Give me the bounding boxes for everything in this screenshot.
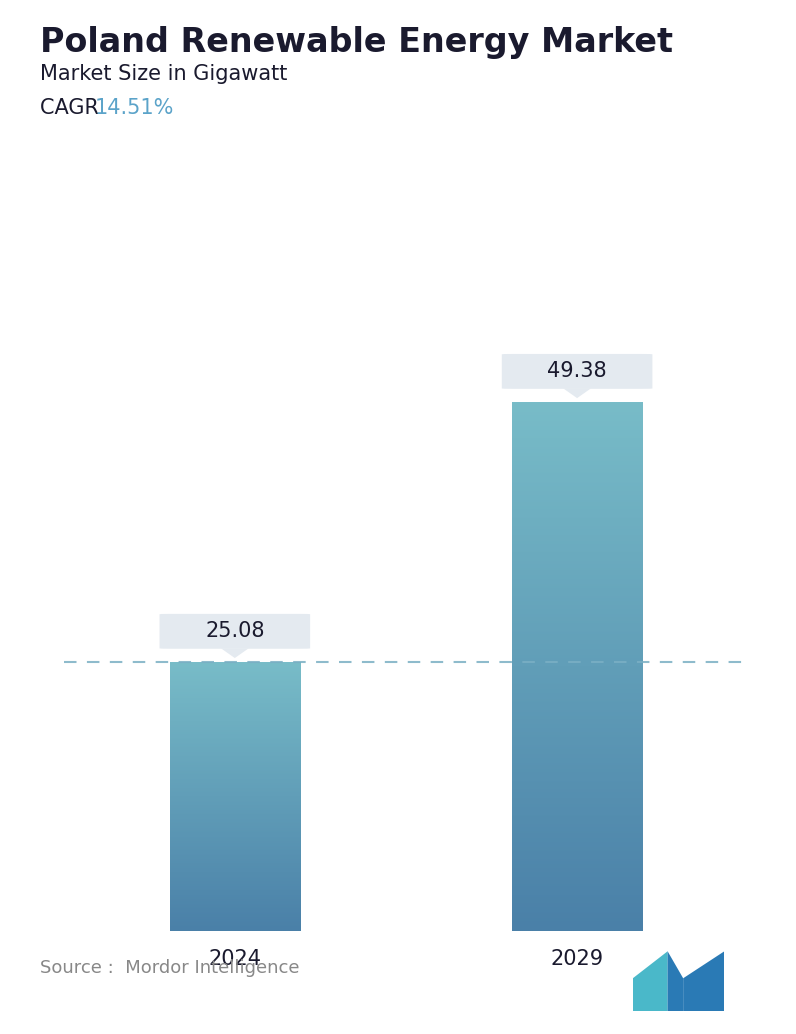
Polygon shape xyxy=(633,951,668,1011)
Text: 25.08: 25.08 xyxy=(205,621,264,641)
FancyBboxPatch shape xyxy=(159,614,310,648)
Polygon shape xyxy=(564,389,591,398)
Text: 49.38: 49.38 xyxy=(548,362,607,382)
Text: CAGR: CAGR xyxy=(40,98,105,118)
Text: Market Size in Gigawatt: Market Size in Gigawatt xyxy=(40,64,287,84)
Text: Source :  Mordor Intelligence: Source : Mordor Intelligence xyxy=(40,960,299,977)
Polygon shape xyxy=(683,951,724,1011)
Text: Poland Renewable Energy Market: Poland Renewable Energy Market xyxy=(40,26,673,59)
Text: 14.51%: 14.51% xyxy=(95,98,174,118)
FancyBboxPatch shape xyxy=(501,354,653,389)
Polygon shape xyxy=(221,648,248,658)
Polygon shape xyxy=(668,951,683,1011)
